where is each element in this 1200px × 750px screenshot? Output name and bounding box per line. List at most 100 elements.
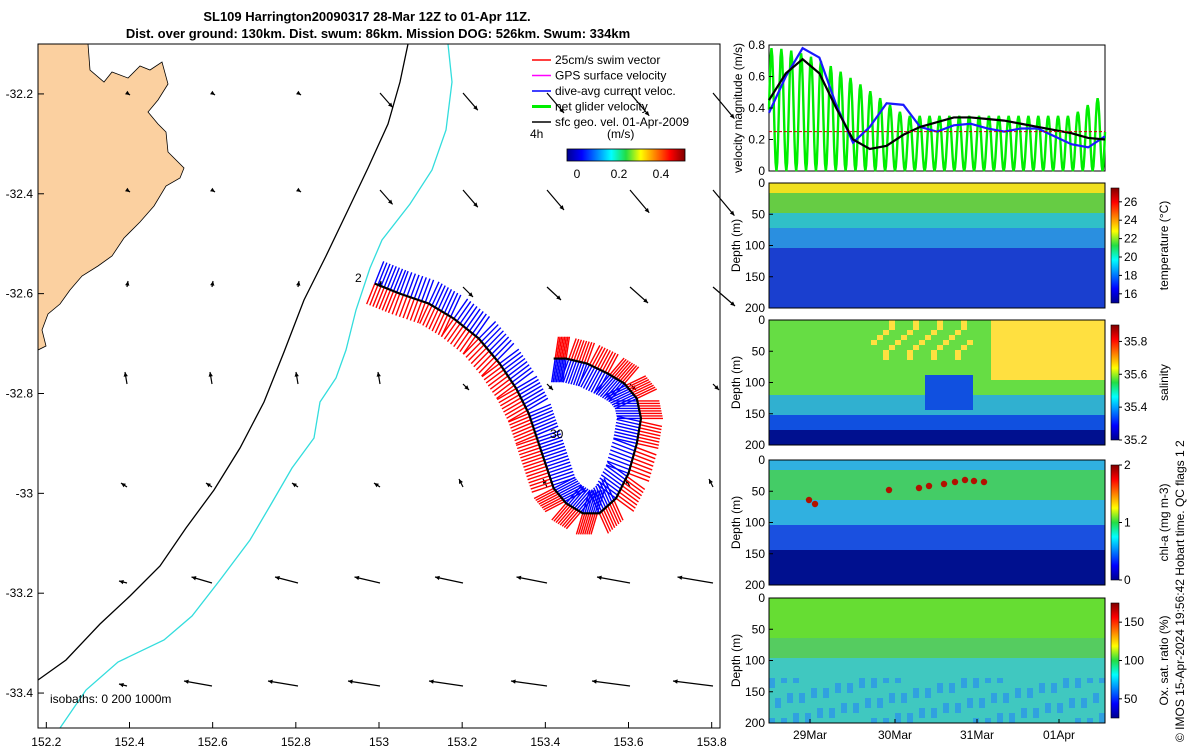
swim-vector [633, 453, 655, 464]
heatmap-cell [775, 555, 781, 560]
heatmap-cell [817, 515, 823, 520]
heatmap-cell [901, 283, 907, 288]
heatmap-cell [799, 515, 805, 520]
heatmap-cell [931, 480, 937, 485]
swim-vector [409, 299, 419, 321]
heatmap-cell [805, 570, 811, 575]
dive-avg-current-vector [593, 371, 606, 394]
heatmap-cell [937, 350, 943, 355]
heatmap-cell [781, 380, 787, 385]
heatmap-cell [853, 233, 859, 238]
heatmap-cell [985, 430, 991, 435]
heatmap-cell [847, 273, 853, 278]
heatmap-cell [1021, 238, 1027, 243]
dive-avg-current-vector [567, 360, 578, 384]
heatmap-cell [769, 370, 775, 375]
heatmap-cell [859, 325, 865, 330]
heatmap-cell [1099, 540, 1105, 545]
heatmap-cell [847, 360, 853, 365]
heatmap-cell [865, 223, 871, 228]
heatmap-cell [1033, 273, 1039, 278]
heatmap-cell [985, 390, 991, 395]
heatmap-cell [769, 395, 775, 400]
heatmap-cell [883, 505, 889, 510]
heatmap-cell [1027, 213, 1033, 218]
heatmap-cell [853, 380, 859, 385]
heatmap-cell [1051, 203, 1057, 208]
heatmap-cell [1051, 188, 1057, 193]
heatmap-cell [775, 668, 781, 673]
dive-avg-current-vector [570, 361, 580, 385]
heatmap-cell [919, 505, 925, 510]
heatmap-cell [907, 278, 913, 283]
heatmap-cell [835, 330, 841, 335]
dive-avg-current-vector [431, 283, 443, 306]
heatmap-cell [859, 380, 865, 385]
heatmap-cell [919, 495, 925, 500]
heatmap-cell [1039, 303, 1045, 308]
heatmap-cell [781, 713, 787, 718]
heatmap-cell [919, 460, 925, 465]
heatmap-cell [979, 485, 985, 490]
heatmap-cell [925, 293, 931, 298]
heatmap-cell [913, 500, 919, 505]
dive-avg-current-vector [509, 364, 530, 380]
heatmap-cell [1093, 480, 1099, 485]
heatmap-cell [829, 525, 835, 530]
heatmap-cell [781, 618, 787, 623]
heatmap-cell [769, 698, 775, 703]
heatmap-cell [811, 238, 817, 243]
heatmap-cell [817, 500, 823, 505]
heatmap-cell [823, 460, 829, 465]
swim-vector [514, 431, 536, 442]
heatmap-cell [973, 435, 979, 440]
heatmap-cell [781, 470, 787, 475]
heatmap-cell [769, 293, 775, 298]
heatmap-cell [1009, 298, 1015, 303]
swim-vector [628, 472, 650, 482]
heatmap-cell [1051, 490, 1057, 495]
heatmap-cell [793, 555, 799, 560]
heatmap-cell [1093, 335, 1099, 340]
dive-avg-current-vector [523, 391, 546, 405]
dive-avg-current-vector [556, 480, 579, 493]
heatmap-cell [967, 565, 973, 570]
heatmap-cell [937, 320, 943, 325]
heatmap-cell [955, 530, 961, 535]
heatmap-cell [1009, 400, 1015, 405]
heatmap-cell [871, 435, 877, 440]
heatmap-cell [823, 440, 829, 445]
heatmap-cell [955, 555, 961, 560]
heatmap-cell [1087, 470, 1093, 475]
dive-avg-current-vector [374, 261, 385, 284]
heatmap-cell [943, 395, 949, 400]
swim-vector [501, 397, 522, 410]
heatmap-cell [859, 520, 865, 525]
heatmap-cell [769, 390, 775, 395]
heatmap-cell [769, 633, 775, 638]
heatmap-cell [907, 193, 913, 198]
heatmap-cell [775, 628, 781, 633]
heatmap-cell [973, 425, 979, 430]
heatmap-cell [805, 555, 811, 560]
heatmap-cell [961, 303, 967, 308]
heatmap-cell [913, 400, 919, 405]
heatmap-cell [859, 570, 865, 575]
heatmap-cell [1075, 258, 1081, 263]
heatmap-cell [1021, 218, 1027, 223]
chl-high-point [915, 484, 923, 492]
heatmap-cell [949, 425, 955, 430]
heatmap-cell [1039, 325, 1045, 330]
heatmap-cell [991, 183, 997, 188]
heatmap-cell [859, 490, 865, 495]
heatmap-cell [787, 320, 793, 325]
heatmap-cell [973, 570, 979, 575]
heatmap-cell [1015, 208, 1021, 213]
colorbar-tick: 0.2 [611, 167, 628, 181]
heatmap-cell [1051, 193, 1057, 198]
heatmap-cell [997, 345, 1003, 350]
heatmap-cell [793, 345, 799, 350]
swim-vector [629, 468, 651, 479]
heatmap-cell [1063, 415, 1069, 420]
heatmap-cell [817, 460, 823, 465]
